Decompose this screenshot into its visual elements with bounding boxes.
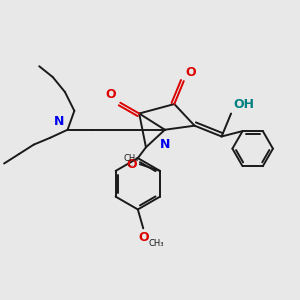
Text: O: O <box>106 88 116 101</box>
Text: CH₃: CH₃ <box>123 154 139 163</box>
Text: N: N <box>54 116 64 128</box>
Text: OH: OH <box>233 98 254 111</box>
Text: CH₃: CH₃ <box>148 239 164 248</box>
Text: O: O <box>185 66 196 79</box>
Text: O: O <box>127 158 137 171</box>
Text: N: N <box>160 138 170 151</box>
Text: O: O <box>138 231 148 244</box>
Text: methoxy: methoxy <box>128 164 134 166</box>
